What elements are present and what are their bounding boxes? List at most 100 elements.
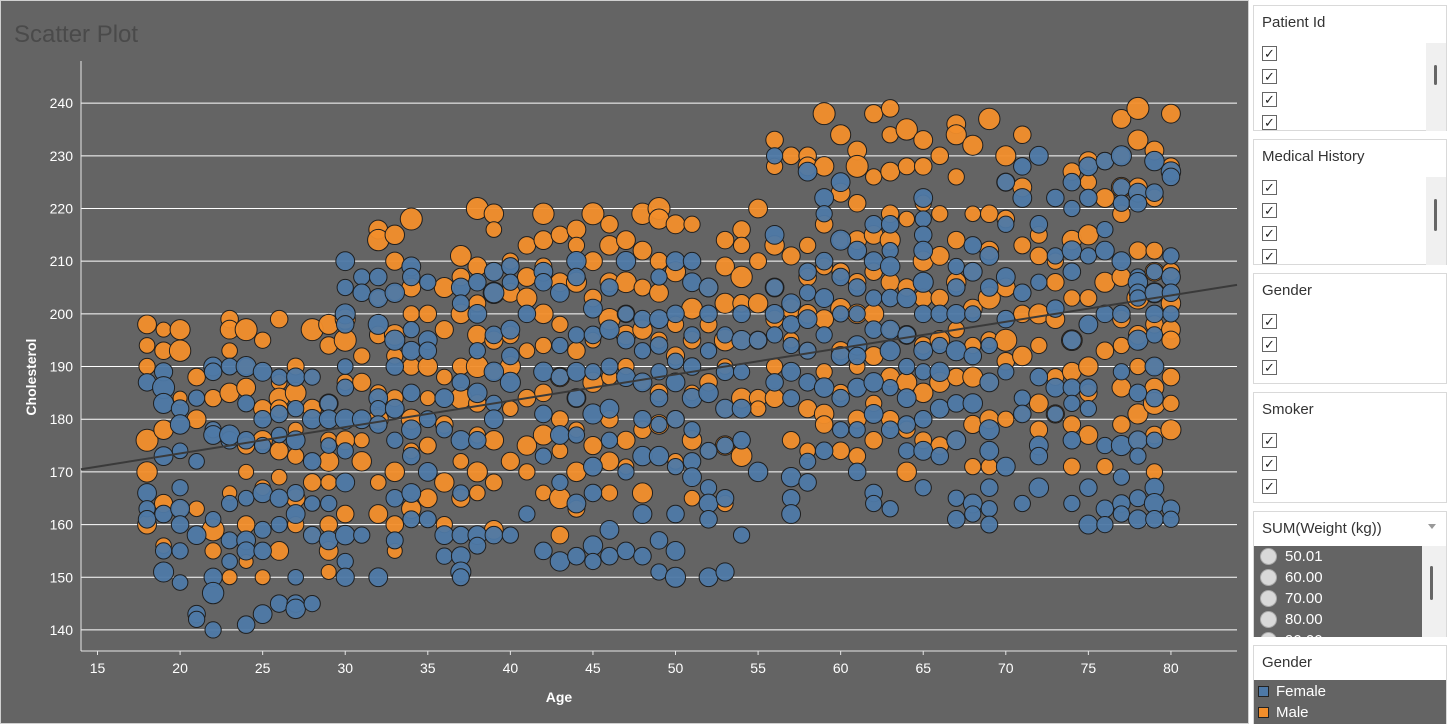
data-point xyxy=(270,426,288,444)
data-point xyxy=(831,267,850,287)
y-tick-label: 200 xyxy=(50,306,74,322)
data-point xyxy=(665,214,686,235)
y-tick-label: 240 xyxy=(50,95,74,111)
filter-option[interactable]: ✓ xyxy=(1262,249,1277,267)
filter-option[interactable]: ✓ xyxy=(1262,92,1277,110)
data-point xyxy=(1161,330,1181,350)
data-point xyxy=(353,432,370,449)
checkbox[interactable]: ✓ xyxy=(1262,180,1277,195)
x-tick-label: 70 xyxy=(998,660,1014,676)
filter-option[interactable]: ✓ xyxy=(1262,433,1277,451)
checkbox[interactable]: ✓ xyxy=(1262,456,1277,471)
data-point xyxy=(320,474,338,491)
filter-option[interactable]: ✓ xyxy=(1262,203,1277,221)
checkbox[interactable]: ✓ xyxy=(1262,203,1277,218)
data-point xyxy=(848,447,867,466)
data-point xyxy=(1012,188,1033,208)
filter-option[interactable]: ✓ xyxy=(1262,456,1277,474)
data-point xyxy=(747,293,769,314)
data-point xyxy=(946,394,966,413)
data-point xyxy=(1012,345,1033,367)
size-legend-item[interactable]: 50.01 xyxy=(1260,546,1323,566)
color-legend-list: Female Male xyxy=(1254,680,1446,724)
data-point xyxy=(270,515,288,534)
data-point xyxy=(417,461,438,482)
filter-option[interactable]: ✓ xyxy=(1262,69,1277,87)
data-point xyxy=(1145,326,1164,344)
checkbox[interactable]: ✓ xyxy=(1262,115,1277,130)
data-point xyxy=(715,230,735,250)
filter-scrollbar[interactable] xyxy=(1426,177,1446,265)
data-point xyxy=(913,157,933,176)
data-point xyxy=(368,267,388,287)
size-legend-item[interactable]: 70.00 xyxy=(1260,588,1323,608)
checkbox[interactable]: ✓ xyxy=(1262,226,1277,241)
data-point xyxy=(1096,515,1114,534)
data-point xyxy=(714,292,736,314)
data-point xyxy=(798,473,817,492)
x-tick-label: 25 xyxy=(255,660,271,676)
x-tick-label: 55 xyxy=(750,660,766,676)
color-legend-item[interactable]: Female xyxy=(1258,681,1326,701)
scrollbar-thumb[interactable] xyxy=(1434,65,1437,85)
data-point xyxy=(599,398,620,419)
color-legend-item[interactable]: Male xyxy=(1258,702,1309,722)
data-point xyxy=(1061,240,1083,261)
data-point xyxy=(1062,262,1082,281)
data-point xyxy=(386,431,404,449)
filter-option[interactable]: ✓ xyxy=(1262,337,1277,355)
data-point xyxy=(947,168,965,186)
data-point xyxy=(221,494,239,513)
size-legend-scrollbar[interactable] xyxy=(1422,546,1446,637)
data-point xyxy=(616,230,636,251)
data-point xyxy=(633,546,652,566)
data-point xyxy=(384,329,406,351)
data-point xyxy=(780,466,802,488)
checkbox[interactable]: ✓ xyxy=(1262,479,1277,494)
data-point xyxy=(1045,377,1066,398)
color-swatch xyxy=(1258,706,1269,718)
data-point xyxy=(187,389,206,407)
scrollbar-thumb[interactable] xyxy=(1434,199,1437,231)
y-tick-label: 180 xyxy=(50,411,74,427)
data-point xyxy=(913,130,934,150)
chevron-down-icon[interactable] xyxy=(1428,524,1436,529)
checkbox[interactable]: ✓ xyxy=(1262,46,1277,61)
data-point xyxy=(534,383,553,403)
filter-option[interactable]: ✓ xyxy=(1262,226,1277,244)
data-point xyxy=(1112,336,1131,355)
data-point xyxy=(336,552,354,571)
scrollbar-thumb[interactable] xyxy=(1430,566,1433,600)
checkbox[interactable]: ✓ xyxy=(1262,314,1277,329)
filter-option[interactable]: ✓ xyxy=(1262,115,1277,133)
scatter-chart[interactable]: 140 150 160 170 180 190 200 210 220 230 240 15 20 25 3… xyxy=(1,1,1250,725)
data-point xyxy=(1030,273,1048,291)
data-point xyxy=(1129,289,1147,307)
checkbox[interactable]: ✓ xyxy=(1262,337,1277,352)
filter-scrollbar[interactable] xyxy=(1426,43,1446,131)
checkbox[interactable]: ✓ xyxy=(1262,249,1277,264)
filter-option[interactable]: ✓ xyxy=(1262,360,1277,378)
size-legend-label: 50.01 xyxy=(1285,547,1323,565)
data-point xyxy=(863,372,884,393)
data-point xyxy=(962,261,983,282)
data-point xyxy=(1128,193,1148,213)
data-point xyxy=(665,541,686,561)
data-point xyxy=(1128,509,1148,530)
checkbox[interactable]: ✓ xyxy=(1262,433,1277,448)
data-point xyxy=(287,400,305,418)
filter-option[interactable]: ✓ xyxy=(1262,314,1277,332)
checkbox[interactable]: ✓ xyxy=(1262,360,1277,375)
checkbox[interactable]: ✓ xyxy=(1262,69,1277,84)
data-point xyxy=(138,337,156,354)
size-legend-item[interactable]: 90.00 xyxy=(1260,630,1323,637)
checkbox[interactable]: ✓ xyxy=(1262,92,1277,107)
filter-option[interactable]: ✓ xyxy=(1262,479,1277,497)
data-point xyxy=(501,257,520,276)
size-legend-item[interactable]: 80.00 xyxy=(1260,609,1323,629)
size-legend-item[interactable]: 60.00 xyxy=(1260,567,1323,587)
filter-option[interactable]: ✓ xyxy=(1262,46,1277,64)
data-point xyxy=(417,488,438,509)
filter-option[interactable]: ✓ xyxy=(1262,180,1277,198)
data-point xyxy=(980,458,998,476)
